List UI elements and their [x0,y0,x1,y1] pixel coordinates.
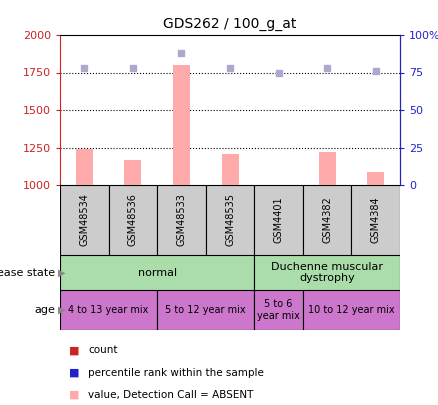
Text: 5 to 6
year mix: 5 to 6 year mix [257,299,300,321]
Text: GSM4382: GSM4382 [322,196,332,243]
Text: disease state: disease state [0,267,56,277]
Text: percentile rank within the sample: percentile rank within the sample [88,367,265,377]
Text: value, Detection Call = ABSENT: value, Detection Call = ABSENT [88,390,254,400]
Bar [254,185,303,255]
Text: normal: normal [138,267,177,277]
Bar [254,290,303,330]
Text: 10 to 12 year mix: 10 to 12 year mix [308,305,395,315]
Bar [222,154,239,185]
Text: GSM48536: GSM48536 [128,194,138,246]
Bar [303,290,400,330]
Bar [254,255,400,290]
Bar [60,255,254,290]
Text: ▶: ▶ [58,305,65,315]
Bar [303,185,351,255]
Bar [109,185,157,255]
Bar [60,185,109,255]
Text: ■: ■ [69,345,79,355]
Title: GDS262 / 100_g_at: GDS262 / 100_g_at [163,17,297,31]
Bar [318,152,336,185]
Text: ■: ■ [69,390,79,400]
Bar [367,171,384,185]
Bar [157,290,254,330]
Bar [76,149,93,185]
Text: 4 to 13 year mix: 4 to 13 year mix [68,305,149,315]
Bar [124,160,141,185]
Text: ▶: ▶ [58,267,65,277]
Bar [60,290,157,330]
Text: count: count [88,345,118,355]
Text: GSM48535: GSM48535 [225,194,235,247]
Bar [351,185,400,255]
Text: GSM4384: GSM4384 [371,197,381,243]
Bar [206,185,254,255]
Text: Duchenne muscular
dystrophy: Duchenne muscular dystrophy [271,262,383,284]
Bar [157,185,206,255]
Text: ■: ■ [69,367,79,377]
Text: GSM48534: GSM48534 [79,194,89,246]
Text: GSM48533: GSM48533 [177,194,187,246]
Text: 5 to 12 year mix: 5 to 12 year mix [166,305,246,315]
Text: GSM4401: GSM4401 [274,197,283,243]
Text: age: age [35,305,56,315]
Bar [173,65,190,185]
